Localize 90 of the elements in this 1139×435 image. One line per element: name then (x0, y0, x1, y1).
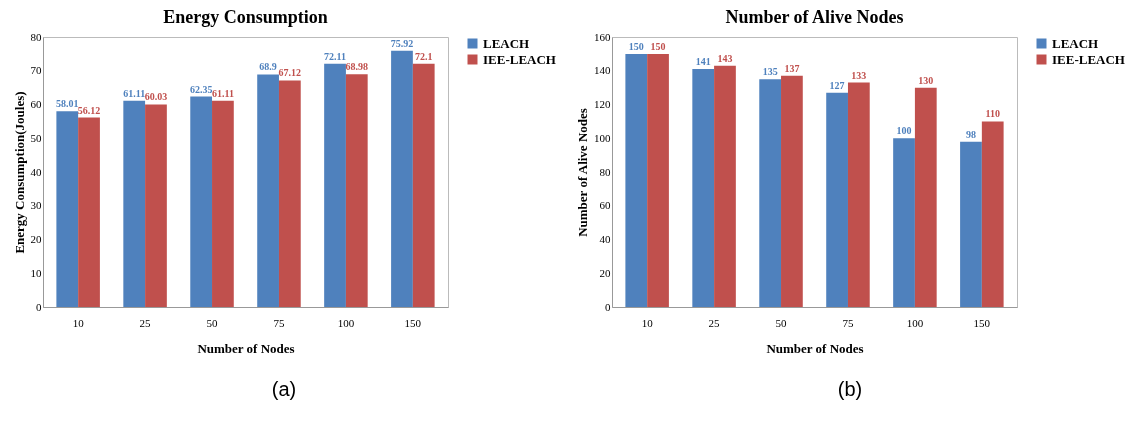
data-label: 56.12 (77, 104, 100, 116)
data-label: 58.01 (55, 98, 79, 110)
data-label: 68.9 (258, 61, 277, 73)
y-tick-label: 70 (30, 64, 42, 77)
y-tick-label: 20 (30, 233, 42, 245)
bar (959, 141, 982, 307)
bar (323, 63, 346, 307)
bar (981, 121, 1004, 307)
bar (646, 53, 669, 307)
text: (b) (837, 378, 863, 401)
bar (758, 79, 781, 307)
bar (256, 74, 279, 307)
y-tick-label: 60 (599, 199, 611, 212)
data-label: 141 (695, 56, 711, 68)
y-tick-label: 80 (599, 165, 611, 178)
x-axis-title: Number of Nodes (196, 340, 295, 356)
data-label: 130 (917, 74, 933, 86)
x-tick-label: 100 (906, 316, 924, 329)
x-tick-label: 10 (641, 316, 653, 329)
data-label: 133 (850, 69, 866, 81)
data-label: 150 (650, 40, 666, 52)
data-label: 72.11 (323, 50, 346, 62)
bar (77, 117, 100, 307)
y-tick-label: 0 (35, 300, 42, 313)
data-label: 67.12 (278, 67, 301, 79)
data-label: 62.35 (189, 83, 212, 95)
data-label: 150 (628, 40, 644, 52)
y-axis-title: Energy Consumption(Joules) (11, 91, 26, 254)
y-tick-label: 20 (599, 266, 611, 279)
x-tick-label: 100 (337, 316, 355, 329)
legend-label: LEACH (1051, 35, 1098, 51)
y-tick-label: 100 (593, 131, 611, 144)
bar (278, 80, 301, 307)
x-tick-label: 25 (708, 316, 720, 329)
chart-title: Number of Alive Nodes (724, 7, 904, 27)
bar (847, 82, 870, 307)
x-tick-label: 50 (206, 316, 218, 329)
x-tick-label: 150 (973, 316, 991, 329)
y-tick-label: 0 (604, 300, 611, 313)
data-label: 137 (783, 62, 799, 74)
y-tick-label: 140 (593, 64, 611, 77)
bar (691, 69, 714, 307)
bar (914, 87, 937, 307)
data-label: 61.11 (211, 87, 234, 99)
y-tick-label: 60 (30, 98, 42, 110)
bar (780, 75, 803, 307)
data-label: 143 (716, 52, 732, 64)
data-label: 100 (896, 125, 912, 137)
x-tick-label: 25 (139, 316, 151, 329)
bar (211, 100, 234, 307)
x-tick-label: 75 (272, 316, 285, 329)
y-tick-label: 80 (30, 30, 42, 43)
data-label: 135 (762, 66, 778, 78)
x-tick-label: 10 (72, 316, 84, 329)
bar (825, 92, 848, 307)
bar (189, 96, 212, 307)
legend-label: IEE-LEACH (1051, 51, 1125, 67)
y-tick-label: 120 (593, 98, 611, 110)
bar (390, 50, 413, 307)
y-tick-label: 40 (30, 165, 42, 178)
text: (a) (271, 378, 297, 401)
x-axis-title: Number of Nodes (765, 340, 864, 356)
x-tick-label: 150 (404, 316, 422, 329)
bar (345, 74, 368, 307)
chart-title: Energy Consumption (162, 7, 328, 27)
bar (713, 65, 736, 307)
data-label: 75.92 (390, 37, 413, 49)
y-tick-label: 160 (593, 30, 611, 43)
bar (892, 138, 915, 307)
data-label: 110 (985, 108, 1000, 120)
data-label: 68.98 (345, 61, 368, 73)
data-label: 72.1 (414, 50, 432, 62)
data-label: 61.11 (122, 87, 145, 99)
legend-label: IEE-LEACH (482, 51, 556, 67)
data-label: 127 (829, 79, 845, 91)
y-tick-label: 10 (30, 266, 42, 279)
data-label: 98 (965, 128, 976, 140)
bar (122, 100, 145, 307)
x-tick-label: 75 (841, 316, 854, 329)
y-tick-label: 30 (30, 199, 42, 212)
bar (624, 53, 647, 307)
bar (55, 111, 78, 307)
bar (412, 63, 435, 307)
x-tick-label: 50 (775, 316, 787, 329)
y-tick-label: 50 (30, 131, 42, 144)
y-axis-title: Number of Alive Nodes (574, 108, 590, 237)
data-label: 60.03 (144, 91, 167, 103)
bar (144, 104, 167, 307)
legend-label: LEACH (482, 35, 529, 51)
y-tick-label: 40 (599, 233, 611, 245)
